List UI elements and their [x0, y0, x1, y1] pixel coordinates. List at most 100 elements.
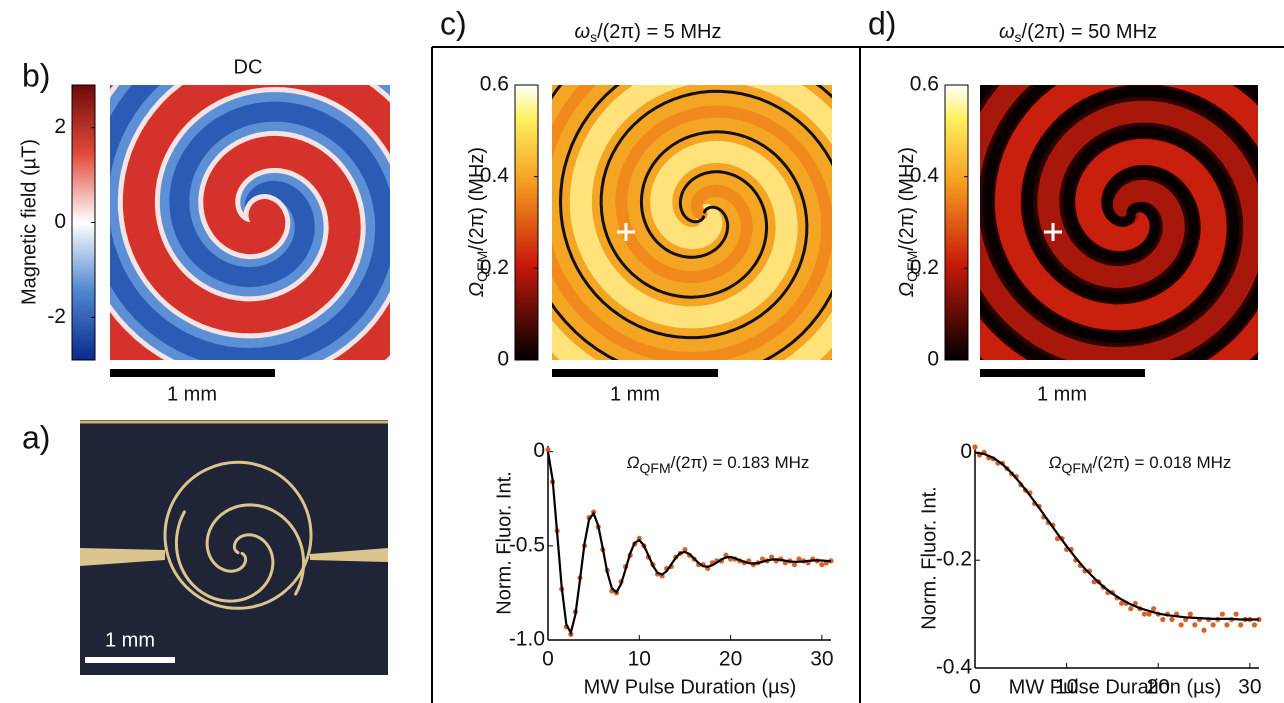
- y-axis-label: Norm. Fluor. Int.: [918, 486, 940, 629]
- y-tick-label: -0.2: [936, 548, 972, 571]
- spiral-arm: [980, 85, 1258, 360]
- x-tick-label: 0: [969, 676, 981, 699]
- panel-label: d): [868, 5, 896, 41]
- x-tick-label: 0: [542, 648, 554, 671]
- lead: [80, 548, 165, 566]
- data-point: [1192, 622, 1198, 628]
- field-map: [552, 85, 832, 360]
- label: Magnetic field (µT): [18, 139, 40, 305]
- label-part: /(2π) = 0.018 MHz: [1093, 453, 1232, 472]
- colorbar-tick-label: 0.2: [910, 256, 939, 279]
- data-point: [1233, 611, 1239, 617]
- colorbar: [944, 84, 969, 361]
- label-part: /(2π) = 0.183 MHz: [671, 453, 810, 472]
- data-point: [1151, 606, 1157, 612]
- spiral-arm: [552, 85, 832, 360]
- colorbar-tick-label: 0.6: [480, 73, 509, 96]
- label: ωs/(2π) = 50 MHz: [999, 21, 1157, 44]
- fit-line: [546, 451, 832, 636]
- y-tick-label: 0: [960, 440, 972, 463]
- data-point: [636, 535, 642, 541]
- data-point: [1146, 611, 1152, 617]
- label: ΩQFM/(2π) = 0.183 MHz: [627, 453, 810, 475]
- data-point: [1187, 611, 1193, 617]
- label-part: /(2π) = 50 MHz: [1022, 21, 1158, 43]
- frame: [431, 46, 1284, 703]
- spiral-arm: [110, 85, 390, 360]
- spiral-arm: [980, 85, 1258, 360]
- label-part: /(2π) = 5 MHz: [597, 21, 721, 43]
- data-point: [1178, 622, 1184, 628]
- data-point: [1201, 627, 1207, 633]
- scale-bar-label: 1 mm: [1037, 383, 1087, 405]
- data-point: [1118, 600, 1125, 606]
- data-point: [1210, 622, 1216, 628]
- x-tick-label: 30: [1238, 676, 1261, 699]
- x-tick-label: 10: [628, 648, 651, 671]
- coil: [163, 460, 313, 610]
- panel-label: c): [440, 5, 467, 41]
- label-part: ω: [999, 21, 1015, 43]
- data-point: [1238, 622, 1244, 628]
- label-part: /(2π) (MHz): [466, 147, 488, 251]
- scale-bar-label: 1 mm: [610, 383, 660, 405]
- label-part: QFM: [1062, 460, 1093, 476]
- y-tick-label: -1.0: [509, 628, 545, 651]
- x-axis-label: MW Pulse Duration (µs): [584, 676, 797, 698]
- y-axis-label: Norm. Fluor. Int.: [493, 471, 515, 614]
- fit-line: [974, 451, 1259, 621]
- data-point: [682, 546, 688, 553]
- y-tick-label: 0: [533, 439, 545, 462]
- colorbar-tick-label: 0: [497, 348, 509, 371]
- colorbar-tick-label: 0.6: [910, 73, 939, 96]
- data-point: [1141, 611, 1148, 617]
- x-tick-label: 20: [719, 648, 742, 671]
- colorbar-tick-label: 0.4: [910, 164, 940, 187]
- x-tick-label: 20: [1147, 676, 1170, 699]
- y-tick-label: -0.4: [936, 656, 973, 679]
- lead: [310, 548, 388, 562]
- label-part: Ω: [896, 282, 918, 297]
- label-part: Ω: [1049, 453, 1062, 472]
- colorbar-tick-label: 0.4: [480, 164, 510, 187]
- label-part: s: [590, 29, 597, 45]
- y-tick-label: -0.5: [509, 533, 545, 556]
- label-part: Ω: [466, 282, 488, 297]
- x-tick-label: 30: [810, 648, 833, 671]
- label-part: s: [1015, 29, 1022, 45]
- spiral-arm: [980, 85, 1258, 360]
- coil-loop: [163, 460, 313, 557]
- data-point: [1219, 611, 1225, 617]
- label: DC: [234, 56, 263, 78]
- x-axis-label: MW Pulse Duration (µs): [1009, 676, 1222, 698]
- spiral-arm: [205, 503, 306, 596]
- scale-bar-label: 1 mm: [167, 383, 217, 405]
- label-part: Ω: [627, 453, 640, 472]
- data-point: [1160, 616, 1166, 623]
- scale-bar-label: 1 mm: [105, 629, 155, 651]
- data-point: [796, 556, 802, 562]
- label-part: ω: [575, 21, 591, 43]
- label: ΩQFM/(2π) (MHz): [466, 147, 489, 297]
- spiral-arm: [174, 510, 275, 603]
- colorbar-tick-label: 0.2: [480, 256, 509, 279]
- spiral-arm: [552, 85, 832, 360]
- spiral-arm: [552, 85, 832, 360]
- label-part: QFM: [474, 251, 490, 282]
- label-part: QFM: [904, 251, 920, 282]
- colorbar-tick-label: 0: [927, 348, 939, 371]
- colorbar: [514, 84, 539, 361]
- data-point: [1169, 616, 1175, 623]
- data-point: [791, 562, 798, 568]
- label: ΩQFM/(2π) (MHz): [896, 147, 919, 297]
- panel-label: b): [22, 57, 50, 93]
- panel-label: a): [22, 419, 50, 455]
- colorbar-tick-label: -2: [47, 305, 66, 328]
- spiral-arm: [980, 85, 1258, 360]
- field-map: [110, 85, 390, 360]
- label-part: /(2π) (MHz): [896, 147, 918, 251]
- coil-loop: [166, 555, 310, 610]
- data-point: [545, 447, 551, 453]
- data-point: [769, 554, 775, 560]
